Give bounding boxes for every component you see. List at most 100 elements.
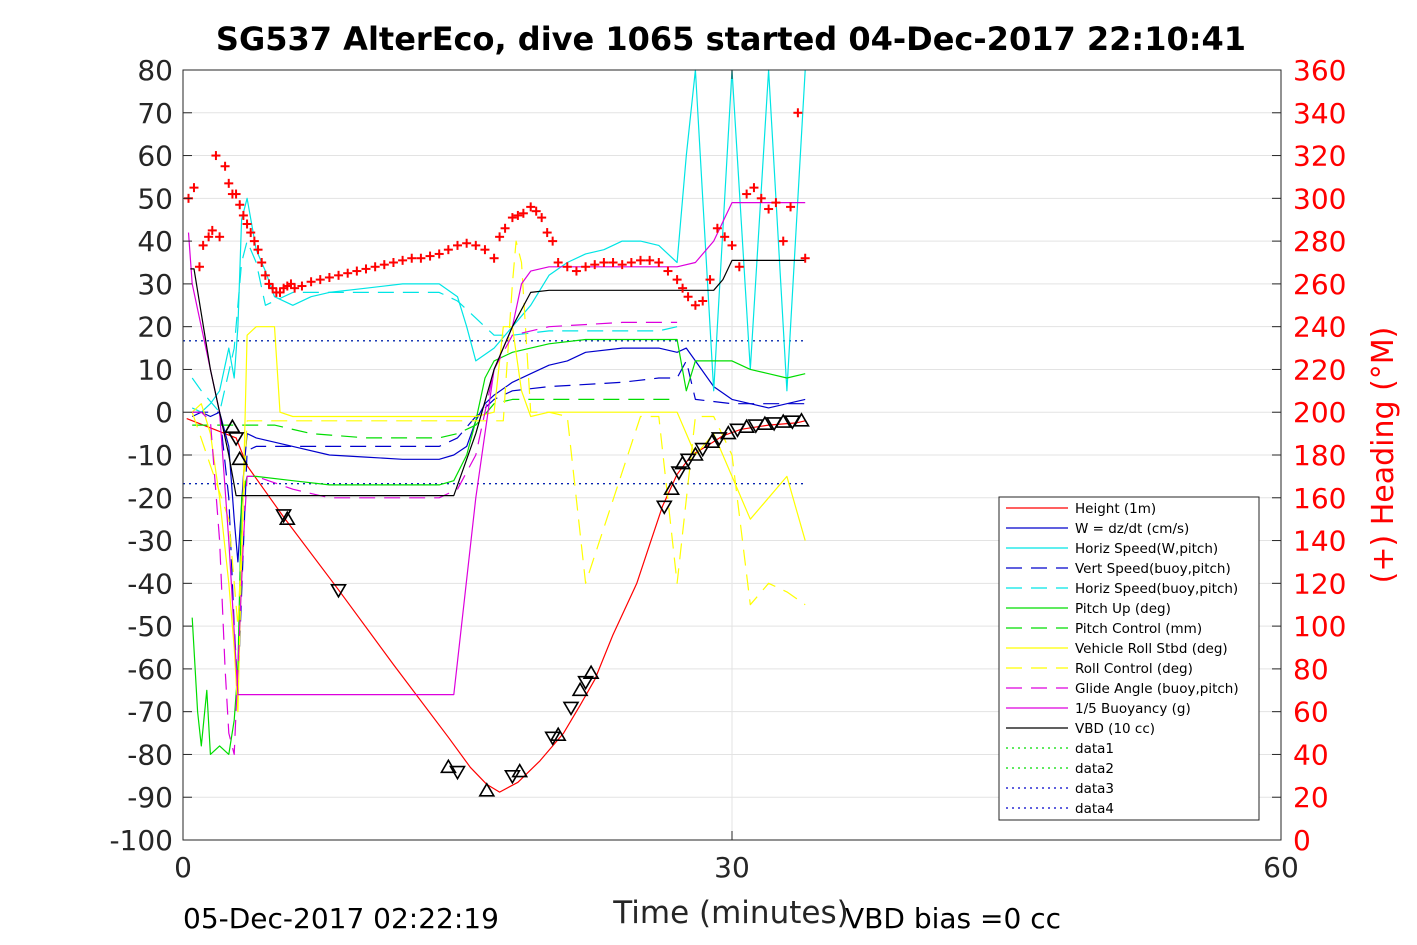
heading-point bbox=[194, 262, 204, 272]
heading-point bbox=[443, 245, 453, 255]
series-line-roll-control-deg bbox=[191, 240, 806, 627]
legend-entry: data2 bbox=[1006, 761, 1114, 777]
triangle-marker bbox=[231, 450, 249, 466]
y-tick-label: 60 bbox=[137, 140, 173, 173]
legend-label: data1 bbox=[1075, 741, 1114, 757]
heading-point bbox=[742, 189, 752, 199]
triangle-marker bbox=[703, 433, 721, 449]
y-tick-label: 20 bbox=[137, 311, 173, 344]
heading-point bbox=[690, 300, 700, 310]
heading-point bbox=[553, 258, 563, 267]
triangle-marker bbox=[562, 701, 580, 716]
heading-point bbox=[471, 240, 481, 250]
x-tick-label: 60 bbox=[1263, 851, 1299, 884]
legend-label: Pitch Control (mm) bbox=[1075, 621, 1202, 637]
heading-point bbox=[645, 255, 655, 265]
legend-entry: Vert Speed(buoy,pitch) bbox=[1006, 561, 1231, 577]
triangle-marker bbox=[449, 765, 466, 781]
legend-entry: data3 bbox=[1006, 781, 1114, 797]
heading-point bbox=[778, 236, 788, 246]
triangle-markers bbox=[224, 412, 810, 797]
legend-label: data4 bbox=[1075, 801, 1114, 817]
y-tick-label: -80 bbox=[127, 738, 173, 771]
y-right-tick-label: 220 bbox=[1293, 353, 1346, 386]
y-right-tick-label: 0 bbox=[1293, 824, 1311, 857]
y-right-tick-label: 20 bbox=[1293, 781, 1329, 814]
y-right-tick-label: 80 bbox=[1293, 653, 1329, 686]
y-tick-label: 40 bbox=[137, 225, 173, 258]
legend-label: Vehicle Roll Stbd (deg) bbox=[1075, 641, 1228, 657]
heading-point bbox=[786, 202, 796, 212]
series-line-horiz-speed-w-pitch bbox=[191, 69, 806, 413]
heading-point bbox=[324, 272, 334, 282]
heading-point bbox=[249, 236, 259, 246]
triangle-marker bbox=[582, 664, 600, 680]
heading-point bbox=[290, 283, 300, 293]
heading-point bbox=[793, 108, 803, 118]
triangle-marker bbox=[687, 446, 704, 461]
y-right-tick-label: 340 bbox=[1293, 97, 1346, 130]
heading-point bbox=[663, 266, 673, 276]
heading-point bbox=[571, 266, 581, 276]
y-right-tick-label: 280 bbox=[1293, 225, 1346, 258]
series-line-pitch-control-mm bbox=[192, 398, 678, 439]
heading-point bbox=[518, 208, 528, 218]
triangle-marker bbox=[719, 425, 737, 440]
y-tick-label: 30 bbox=[137, 268, 173, 301]
y-tick-label: -30 bbox=[127, 525, 173, 558]
heading-point bbox=[407, 253, 417, 263]
triangle-marker bbox=[670, 466, 688, 481]
triangle-marker bbox=[549, 726, 567, 742]
heading-point bbox=[398, 255, 408, 265]
y-tick-label: -90 bbox=[127, 781, 173, 814]
y-right-tick-label: 320 bbox=[1293, 140, 1346, 173]
heading-point bbox=[343, 268, 353, 278]
legend-entry: W = dz/dt (cm/s) bbox=[1006, 521, 1189, 537]
triangle-marker bbox=[275, 509, 292, 524]
heading-point bbox=[705, 275, 715, 285]
legend-label: Roll Control (deg) bbox=[1075, 661, 1193, 677]
heading-point bbox=[590, 260, 600, 270]
legend-label: Vert Speed(buoy,pitch) bbox=[1075, 561, 1231, 577]
triangle-marker bbox=[694, 442, 712, 458]
heading-point bbox=[526, 202, 536, 212]
legend-label: Glide Angle (buoy,pitch) bbox=[1075, 681, 1239, 697]
y-tick-label: -50 bbox=[127, 610, 173, 643]
x-tick-label: 0 bbox=[174, 851, 192, 884]
heading-point bbox=[224, 178, 234, 188]
triangle-marker bbox=[655, 500, 673, 515]
heading-point bbox=[352, 266, 362, 276]
legend-entry: Vehicle Roll Stbd (deg) bbox=[1006, 641, 1228, 657]
heading-point bbox=[617, 260, 627, 270]
heading-point bbox=[204, 232, 214, 242]
heading-point bbox=[756, 193, 766, 203]
heading-point bbox=[608, 258, 618, 267]
y-tick-label: 0 bbox=[155, 396, 173, 429]
legend-entry: data1 bbox=[1006, 741, 1114, 757]
heading-points bbox=[183, 108, 810, 310]
y-tick-label: -10 bbox=[127, 439, 173, 472]
heading-point bbox=[531, 206, 541, 216]
heading-point bbox=[235, 200, 245, 210]
heading-point bbox=[334, 270, 344, 280]
x-axis-label: Time (minutes) bbox=[612, 895, 848, 931]
heading-point bbox=[749, 183, 759, 193]
heading-point bbox=[242, 219, 252, 229]
series-line-vbd-10-cc bbox=[190, 259, 806, 497]
heading-point bbox=[211, 151, 221, 161]
heading-point bbox=[315, 275, 325, 285]
triangle-marker bbox=[756, 415, 774, 431]
heading-point bbox=[626, 258, 636, 267]
heading-point bbox=[189, 183, 199, 193]
heading-point bbox=[215, 232, 225, 242]
heading-point bbox=[306, 277, 316, 287]
reference-lines bbox=[183, 340, 806, 485]
heading-point bbox=[453, 240, 462, 250]
heading-point bbox=[636, 255, 645, 265]
triangle-marker bbox=[793, 412, 810, 427]
series-line-horiz-speed-buoy-pitch bbox=[191, 240, 678, 413]
heading-point bbox=[507, 213, 517, 223]
heading-point bbox=[434, 249, 444, 259]
y-right-tick-label: 120 bbox=[1293, 567, 1346, 600]
